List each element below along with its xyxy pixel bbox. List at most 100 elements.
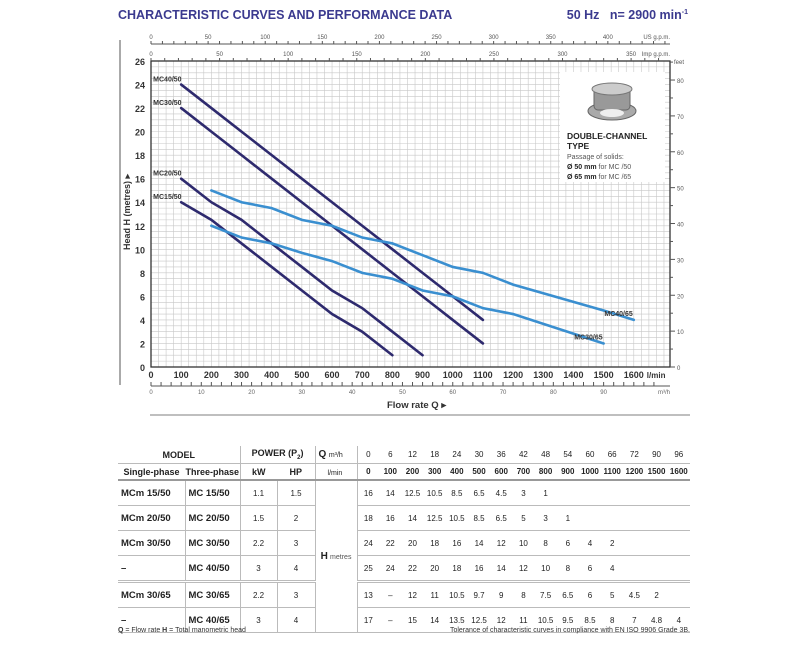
q-lmin-cell: 700 bbox=[512, 463, 535, 481]
power-kw: 3 bbox=[239, 607, 277, 633]
feet-tick-label: 50 bbox=[677, 187, 684, 193]
h-label: H metres bbox=[314, 480, 358, 633]
imp-gpm-tick-label: 50 bbox=[216, 52, 223, 58]
q-m3h-cell: 54 bbox=[556, 446, 579, 464]
head-value: 6.5 bbox=[556, 581, 579, 608]
q-m3h-cell: 42 bbox=[512, 446, 535, 464]
head-value bbox=[623, 505, 646, 531]
three-phase-model: MC 40/50 bbox=[184, 555, 240, 583]
info-type: DOUBLE-CHANNEL bbox=[567, 131, 647, 141]
q-m3h-cell: 66 bbox=[601, 446, 624, 464]
impeller-image-top bbox=[591, 82, 633, 96]
x-tick-label: 1200 bbox=[503, 370, 523, 380]
feet-tick-label: 40 bbox=[677, 223, 684, 229]
y-tick-label: 10 bbox=[135, 245, 145, 255]
m3h-tick-label: 30 bbox=[299, 390, 306, 396]
head-value: 8 bbox=[601, 607, 624, 633]
head-value: 20 bbox=[423, 555, 446, 583]
y-axis-label: Head H (metres) ▸ bbox=[122, 173, 132, 250]
head-value: 14 bbox=[423, 607, 446, 633]
series-line-mc40-50 bbox=[179, 83, 485, 322]
imp-gpm-tick-label: 100 bbox=[283, 52, 294, 58]
head-value: 10 bbox=[512, 530, 535, 556]
head-value: 8.5 bbox=[445, 480, 468, 506]
q-m3h-cell: 72 bbox=[623, 446, 646, 464]
m3h-tick-label: 0 bbox=[149, 390, 153, 396]
speed-info: 50 Hz n= 2900 min-1 bbox=[567, 8, 688, 22]
head-value: 9 bbox=[490, 581, 513, 608]
y-tick-label: 16 bbox=[135, 175, 145, 185]
imp-gpm-unit: Imp g.p.m. bbox=[642, 52, 671, 58]
head-value: 18 bbox=[445, 555, 468, 583]
head-value bbox=[623, 530, 646, 556]
head-value bbox=[578, 505, 602, 531]
head-value: 10.5 bbox=[445, 581, 468, 608]
us-gpm-tick-label: 300 bbox=[489, 35, 500, 41]
head-value: 4 bbox=[601, 555, 624, 583]
q-m3h-cell: 18 bbox=[423, 446, 446, 464]
feet-tick-label: 0 bbox=[677, 366, 681, 372]
head-value bbox=[556, 480, 579, 506]
info-type2: TYPE bbox=[567, 141, 590, 151]
x-unit-label: l/min bbox=[647, 371, 666, 380]
single-phase-model: MCm 30/50 bbox=[118, 530, 185, 556]
head-value bbox=[667, 505, 690, 531]
q-m3h-cell: 36 bbox=[490, 446, 513, 464]
head-value: 5 bbox=[601, 581, 624, 608]
m3h-tick-label: 80 bbox=[550, 390, 557, 396]
head-value: 2 bbox=[645, 581, 668, 608]
head-value: 8.5 bbox=[578, 607, 602, 633]
head-value: 9.7 bbox=[467, 581, 491, 608]
power-kw: 1.1 bbox=[239, 480, 277, 506]
info-d50: Ø 50 mm for MC /50 bbox=[567, 164, 631, 171]
head-value: 14 bbox=[490, 555, 513, 583]
head-value: 24 bbox=[379, 555, 402, 583]
head-value: 8 bbox=[534, 530, 557, 556]
table-row: MCm 30/65 MC 30/65 2.2 3 13–12 11 10.5 9.7 9 8 7.5… bbox=[118, 581, 690, 608]
q-lmin-cell: 1200 bbox=[623, 463, 646, 481]
series-label: MC30/50 bbox=[153, 100, 182, 107]
single-phase-header: Single-phase bbox=[118, 463, 185, 481]
head-value: 2 bbox=[601, 530, 624, 556]
q-lmin-cell: 0 bbox=[356, 463, 380, 481]
head-value: 7 bbox=[623, 607, 646, 633]
power-kw: 3 bbox=[239, 555, 277, 583]
x-tick-label: 200 bbox=[204, 370, 219, 380]
head-value: 12 bbox=[490, 530, 513, 556]
power-kw: 2.2 bbox=[239, 581, 277, 608]
head-value: 17 bbox=[356, 607, 380, 633]
head-value: 13 bbox=[356, 581, 380, 608]
single-phase-model: MCm 20/50 bbox=[118, 505, 185, 531]
y-tick-label: 24 bbox=[135, 81, 145, 91]
head-value: 14 bbox=[467, 530, 491, 556]
speed-exp: -1 bbox=[681, 8, 688, 16]
head-value: 6.5 bbox=[490, 505, 513, 531]
q-lmin-cell: 1500 bbox=[645, 463, 668, 481]
power-hp: 3 bbox=[276, 530, 316, 556]
q-lmin-cell: 1100 bbox=[601, 463, 624, 481]
q-lmin-cell: 200 bbox=[401, 463, 424, 481]
m3h-tick-label: 70 bbox=[500, 390, 507, 396]
head-value bbox=[667, 480, 690, 506]
three-phase-model: MC 15/50 bbox=[184, 480, 240, 506]
y-tick-label: 18 bbox=[135, 151, 145, 161]
m3h-tick-label: 60 bbox=[449, 390, 456, 396]
feet-tick-label: 30 bbox=[677, 258, 684, 264]
q-m3h-cell: 90 bbox=[645, 446, 668, 464]
head-value: 16 bbox=[445, 530, 468, 556]
head-value: 4.8 bbox=[645, 607, 668, 633]
head-value: 16 bbox=[467, 555, 491, 583]
q-lmin-cell: 900 bbox=[556, 463, 579, 481]
imp-gpm-tick-label: 150 bbox=[352, 52, 363, 58]
series-label: MC20/50 bbox=[153, 171, 182, 178]
head-value: 10 bbox=[534, 555, 557, 583]
power-hp: 4 bbox=[276, 555, 316, 583]
series-line-mc40-65 bbox=[210, 189, 636, 322]
y-tick-label: 4 bbox=[140, 316, 145, 326]
single-phase-model: – bbox=[118, 607, 185, 633]
y-tick-label: 6 bbox=[140, 292, 145, 302]
y-tick-label: 0 bbox=[140, 363, 145, 373]
m3h-tick-label: 90 bbox=[600, 390, 607, 396]
x-tick-label: 500 bbox=[294, 370, 309, 380]
impeller-image-opening bbox=[600, 109, 624, 117]
